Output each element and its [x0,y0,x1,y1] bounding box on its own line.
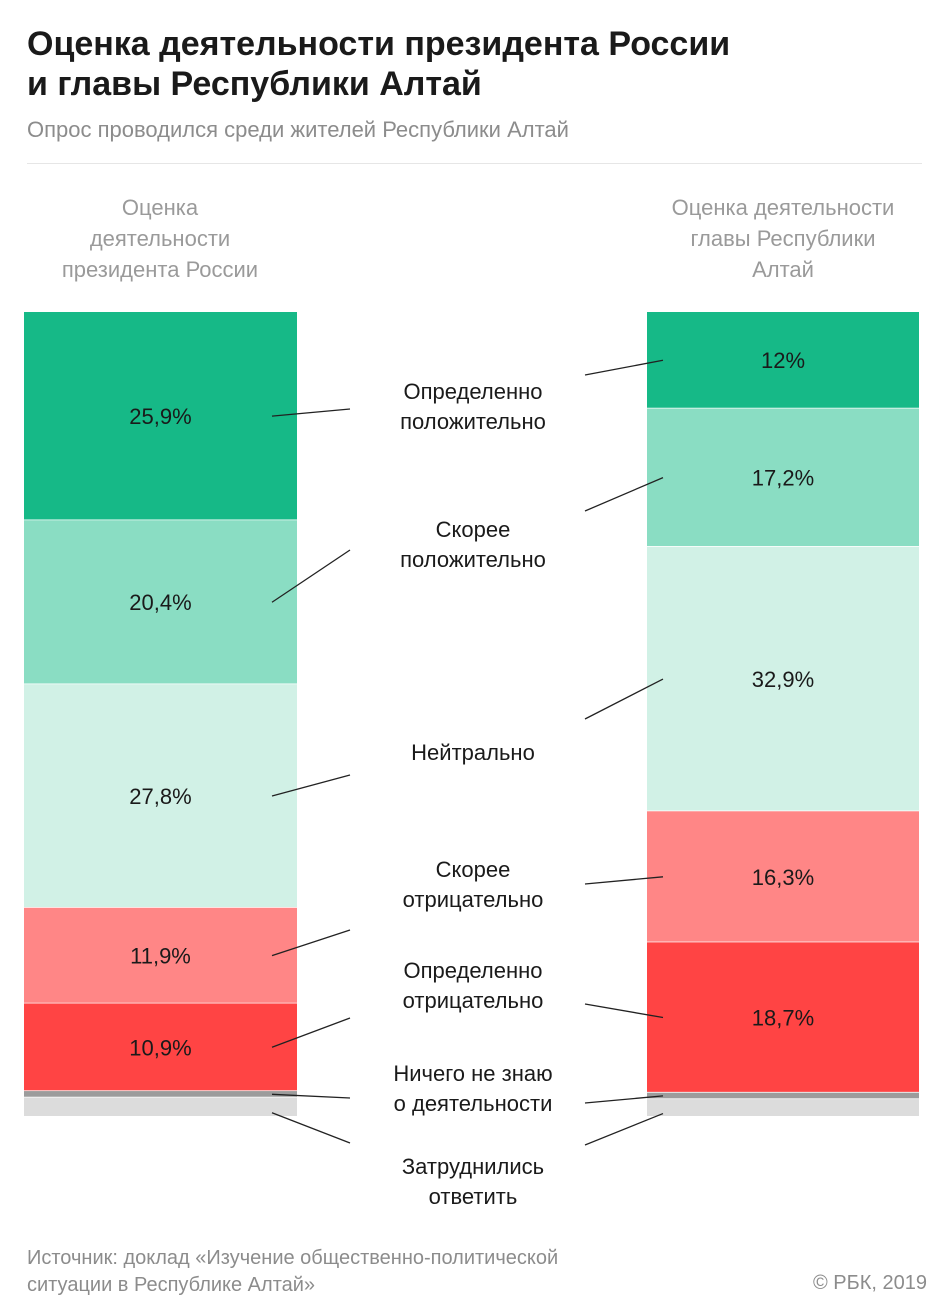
source-note: Источник: доклад «Изучение общественно-п… [27,1245,558,1299]
category-label: Определенно [404,958,543,983]
bar-segment [24,1091,297,1098]
left-column-header: Оценка деятельности президента России [22,192,298,285]
right-column-header: Оценка деятельности главы Республики Алт… [640,192,926,285]
category-label: отрицательно [403,887,544,912]
category-label: Нейтрально [411,740,535,765]
bar-segment [647,408,919,547]
data-label: 10,9% [129,1035,191,1060]
leader-line-left [271,774,351,797]
bar-segment [24,520,297,685]
leader-line-left [271,549,351,603]
left-header-line: президента России [61,257,259,282]
leader-line-left [271,1093,351,1099]
data-label: 16,3% [752,865,814,890]
right-header-line: Алтай [752,257,814,282]
bar-segment [647,312,919,409]
bar-segment [647,942,919,1093]
source-line-1: Источник: доклад «Изучение общественно-п… [27,1247,559,1269]
category-label: Скорее [436,517,511,542]
data-label: 12% [761,348,805,373]
data-label: 20,4% [129,590,191,615]
data-label: 32,9% [752,667,814,692]
category-label: отрицательно [403,988,544,1013]
credit: © РБК, 2019 [812,1272,927,1294]
leader-line-left [271,408,351,417]
chart-title: Оценка деятельности президента России и … [27,24,917,104]
category-label: Скорее [436,857,511,882]
data-label: 27,8% [129,784,191,809]
category-label: Затруднились [402,1154,544,1179]
category-label: ответить [429,1184,518,1209]
right-header-line: главы Республики [690,226,876,251]
bar-segment [24,1003,297,1092]
leader-line-left [271,1017,351,1048]
leader-line-right [584,1095,664,1104]
data-label: 11,9% [130,944,191,969]
chart-subtitle: Опрос проводился среди жителей Республик… [27,117,569,142]
data-label: 25,9% [129,404,191,429]
leader-line-right [584,678,664,720]
right-header-line: Оценка деятельности [671,195,895,220]
bar-segment [24,684,297,908]
left-header-line: Оценка [121,195,199,220]
leader-line-right [584,1003,664,1019]
leader-line-right [584,359,664,376]
category-label: о деятельности [394,1091,553,1116]
bar-segment [647,1092,919,1100]
leader-line-right [584,477,664,512]
bar-segment [647,546,919,812]
category-label: положительно [400,409,546,434]
bar-segment [647,811,919,943]
category-label: Определенно [404,379,543,404]
divider [27,163,922,164]
title-line-2: и главы Республики Алтай [27,65,482,103]
bar-segment [647,1099,919,1116]
bar-segment [24,312,297,521]
category-label: положительно [400,547,546,572]
bar-segment [24,1097,297,1116]
left-header-line: деятельности [89,226,231,251]
title-line-1: Оценка деятельности президента России [27,25,731,63]
data-label: 17,2% [752,466,814,491]
leader-line-right [584,876,664,885]
data-label: 18,7% [752,1006,814,1031]
source-line-2: ситуации в Республике Алтай» [27,1274,316,1296]
leader-line-left [271,929,351,957]
leader-line-right [584,1112,664,1146]
leader-line-left [271,1112,351,1144]
category-label: Ничего не знаю [393,1061,552,1086]
bar-segment [24,907,297,1004]
